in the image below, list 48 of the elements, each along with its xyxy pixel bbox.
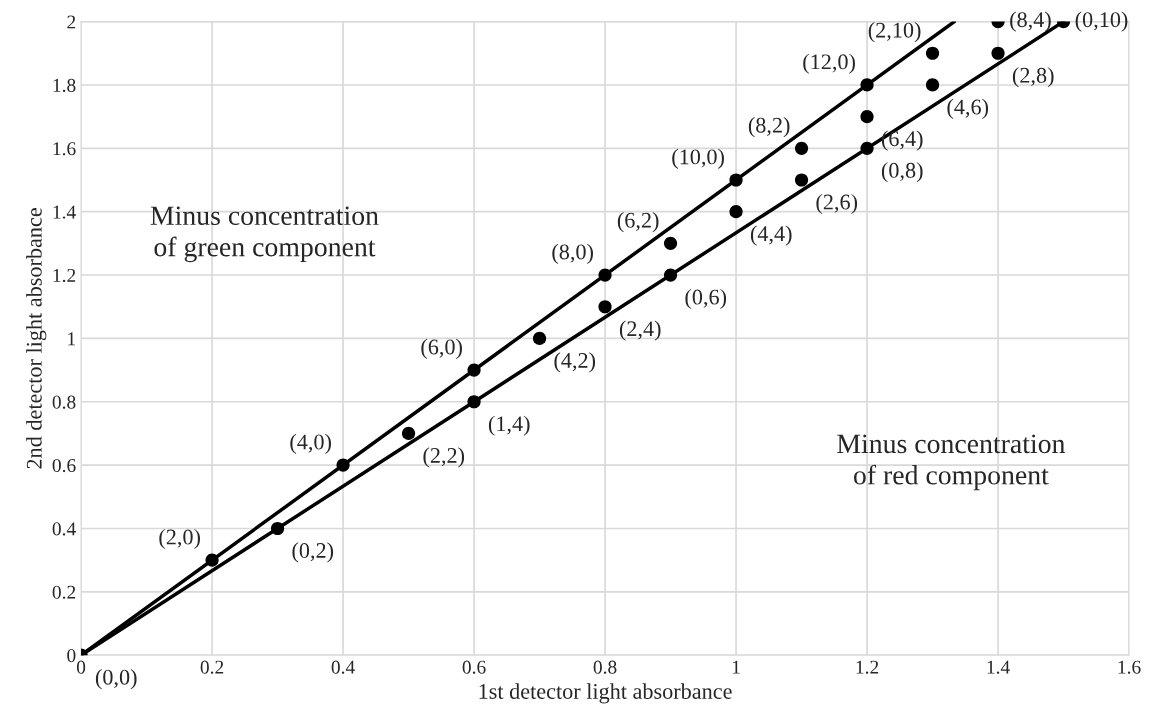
y-tick-label: 1.2 [53,268,76,283]
x-tick-label: 0.4 [331,660,355,674]
annotation: Minus concentration of red component [837,434,1066,491]
annotation: (2,2) [423,447,465,468]
annotation: (2,6) [816,193,858,215]
annotation: Minus concentration of green component [150,206,379,263]
y-tick-label: 1.8 [53,78,76,92]
x-tick-label: 0.8 [593,660,617,674]
y-axis-title: 2nd detector light absorbance [26,208,47,469]
annotation: (8,2) [748,117,790,138]
y-tick-label: 1.4 [53,205,76,219]
annotation: (12,0) [803,53,855,74]
annotation: (2,8) [1012,67,1054,88]
x-axis-title: 1st detector light absorbance [479,683,732,704]
y-tick-label: 1.6 [53,142,76,156]
y-tick-label: 0.4 [52,522,76,536]
annotation: (2,10) [868,22,921,43]
annotation: (10,0) [672,148,724,169]
annotation: (4,4) [750,225,792,246]
annotation: (0,6) [685,288,727,310]
annotation: (0,2) [292,542,334,563]
annotation: (4,2) [554,352,596,373]
y-tick-label: 0 [67,649,76,663]
annotation: (8,4) [1010,11,1051,32]
y-tick-label: 1 [68,332,76,346]
y-tick-label: 2 [67,15,76,29]
annotation: (0,10) [1075,11,1128,32]
x-tick-label: 0 [76,660,86,674]
annotation: (8,0) [552,243,593,264]
y-tick-label: 0.8 [52,395,76,409]
y-tick-label: 0.2 [52,585,76,599]
annotation: (6,2) [617,212,659,233]
annotation: (4,0) [290,433,331,455]
x-tick-label: 1.4 [987,660,1010,674]
annotation: (1,4) [488,415,530,436]
x-tick-label: 0.6 [462,660,486,674]
annotation: (6,4) [881,130,923,151]
annotation: (0,8) [881,162,923,183]
x-tick-label: 1.6 [1118,660,1141,674]
annotation: (6,0) [421,338,462,359]
annotation: (2,0) [159,528,200,550]
annotation: (2,4) [619,320,661,341]
y-tick-label: 0.6 [52,458,76,473]
x-tick-label: 0.2 [200,660,224,674]
annotation: (4,6) [947,98,989,119]
x-tick-label: 1 [732,660,740,674]
x-tick-label: 1.2 [856,660,879,674]
annotation: (0,0) [95,669,137,690]
